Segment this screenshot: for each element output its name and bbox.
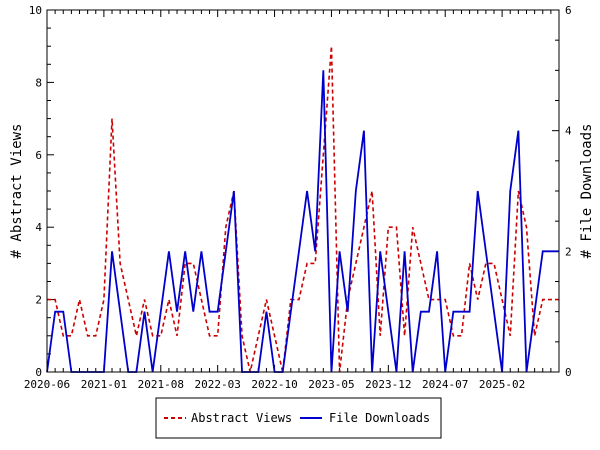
tick-labels: 2020-06 2021-01 2021-08 2022-03 2022-10 2023-…: [24, 4, 572, 391]
plot-frame: [46, 9, 560, 373]
y-left-tick-label: 6: [35, 149, 42, 162]
legend-label-abstract-views: Abstract Views: [191, 411, 292, 425]
y-right-tick-label: 6: [565, 4, 572, 17]
legend-box: [155, 397, 442, 439]
y-axis-left-title: # Abstract Views: [9, 124, 25, 259]
y-left-tick-label: 2: [35, 294, 42, 307]
x-tick-label: 2021-08: [138, 378, 184, 391]
y-right-tick-label: 2: [565, 245, 572, 258]
x-tick-label: 2020-06: [24, 378, 70, 391]
y-left-tick-label: 0: [35, 366, 42, 379]
y-left-tick-label: 10: [29, 4, 42, 17]
legend: Abstract Views File Downloads: [155, 397, 442, 439]
x-tick-label: 2023-12: [365, 378, 411, 391]
plot-area: [46, 9, 560, 373]
y-right-tick-label: 4: [565, 125, 572, 138]
x-tick-label: 2022-10: [251, 378, 297, 391]
legend-label-file-downloads: File Downloads: [329, 411, 430, 425]
x-tick-label: 2023-05: [308, 378, 354, 391]
y-right-tick-label: 0: [565, 366, 572, 379]
y-left-tick-label: 8: [35, 76, 42, 89]
x-tick-label: 2024-07: [422, 378, 468, 391]
x-tick-label: 2021-01: [81, 378, 127, 391]
series-line-abstract-views: [47, 46, 559, 373]
series-layer: [46, 9, 560, 373]
y-axis-right-title: # File Downloads: [579, 124, 595, 259]
x-tick-label: 2025-02: [479, 378, 525, 391]
x-tick-label: 2022-03: [194, 378, 240, 391]
y-left-tick-label: 4: [35, 221, 42, 234]
